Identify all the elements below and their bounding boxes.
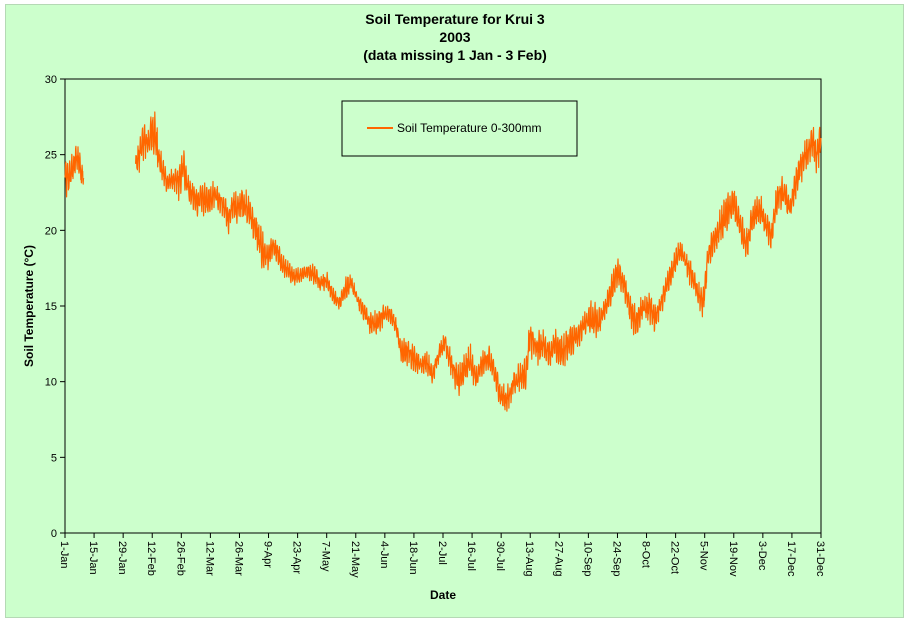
x-tick-label: 30-Jul <box>494 541 506 571</box>
x-tick-label: 9-Apr <box>262 541 274 568</box>
x-tick-label: 7-May <box>320 541 332 572</box>
x-tick-label: 8-Oct <box>640 541 652 568</box>
x-tick-label: 12-Feb <box>145 541 157 576</box>
x-tick-label: 16-Jul <box>465 541 477 571</box>
chart-title-line-1: Soil Temperature for Krui 3 <box>365 11 545 27</box>
legend-label: Soil Temperature 0-300mm <box>397 121 542 135</box>
y-tick-label: 10 <box>45 377 57 389</box>
x-tick-label: 5-Nov <box>698 541 710 571</box>
y-axis: 0 5 10 15 20 25 30 <box>45 74 65 540</box>
y-tick-label: 30 <box>45 74 57 86</box>
x-tick-label: 17-Dec <box>785 541 797 577</box>
x-axis-title: Date <box>430 588 456 602</box>
x-tick-label: 26-Feb <box>174 541 186 576</box>
series-line <box>135 111 822 412</box>
y-axis-title: Soil Temperature (°C) <box>22 245 36 367</box>
x-tick-label: 2-Jul <box>436 541 448 565</box>
x-tick-label: 21-May <box>349 541 361 578</box>
x-tick-label: 27-Aug <box>552 541 564 576</box>
x-axis: 1-Jan 15-Jan 29-Jan 12-Feb 26-Feb 12-Mar 26-Ma… <box>58 533 826 578</box>
y-tick-label: 15 <box>45 301 57 313</box>
chart-title-line-3: (data missing 1 Jan - 3 Feb) <box>363 47 547 63</box>
x-tick-label: 10-Sep <box>581 541 593 576</box>
y-tick-label: 0 <box>51 528 57 540</box>
x-tick-label: 26-Mar <box>232 541 244 576</box>
x-tick-label: 23-Apr <box>291 541 303 574</box>
x-tick-label: 12-Mar <box>203 541 215 576</box>
legend: Soil Temperature 0-300mm <box>341 100 578 157</box>
x-tick-label: 3-Dec <box>756 541 768 571</box>
x-tick-label: 29-Jan <box>116 541 128 575</box>
x-tick-label: 31-Dec <box>814 541 826 577</box>
x-tick-label: 24-Sep <box>610 541 622 576</box>
x-tick-label: 1-Jan <box>58 541 70 569</box>
series-line <box>64 145 85 198</box>
y-tick-label: 25 <box>45 150 57 162</box>
x-tick-label: 13-Aug <box>523 541 535 576</box>
x-tick-label: 15-Jan <box>87 541 99 575</box>
y-tick-label: 20 <box>45 225 57 237</box>
series-layer <box>64 111 822 412</box>
chart-title-line-2: 2003 <box>439 29 470 45</box>
x-tick-label: 4-Jun <box>378 541 390 569</box>
chart-svg: Soil Temperature for Krui 3 2003 (data m… <box>22 11 826 602</box>
x-tick-label: 18-Jun <box>407 541 419 575</box>
chart-area: Soil Temperature for Krui 3 2003 (data m… <box>5 4 904 618</box>
x-tick-label: 19-Nov <box>727 541 739 577</box>
x-tick-label: 22-Oct <box>669 541 681 574</box>
y-tick-label: 5 <box>51 452 57 464</box>
